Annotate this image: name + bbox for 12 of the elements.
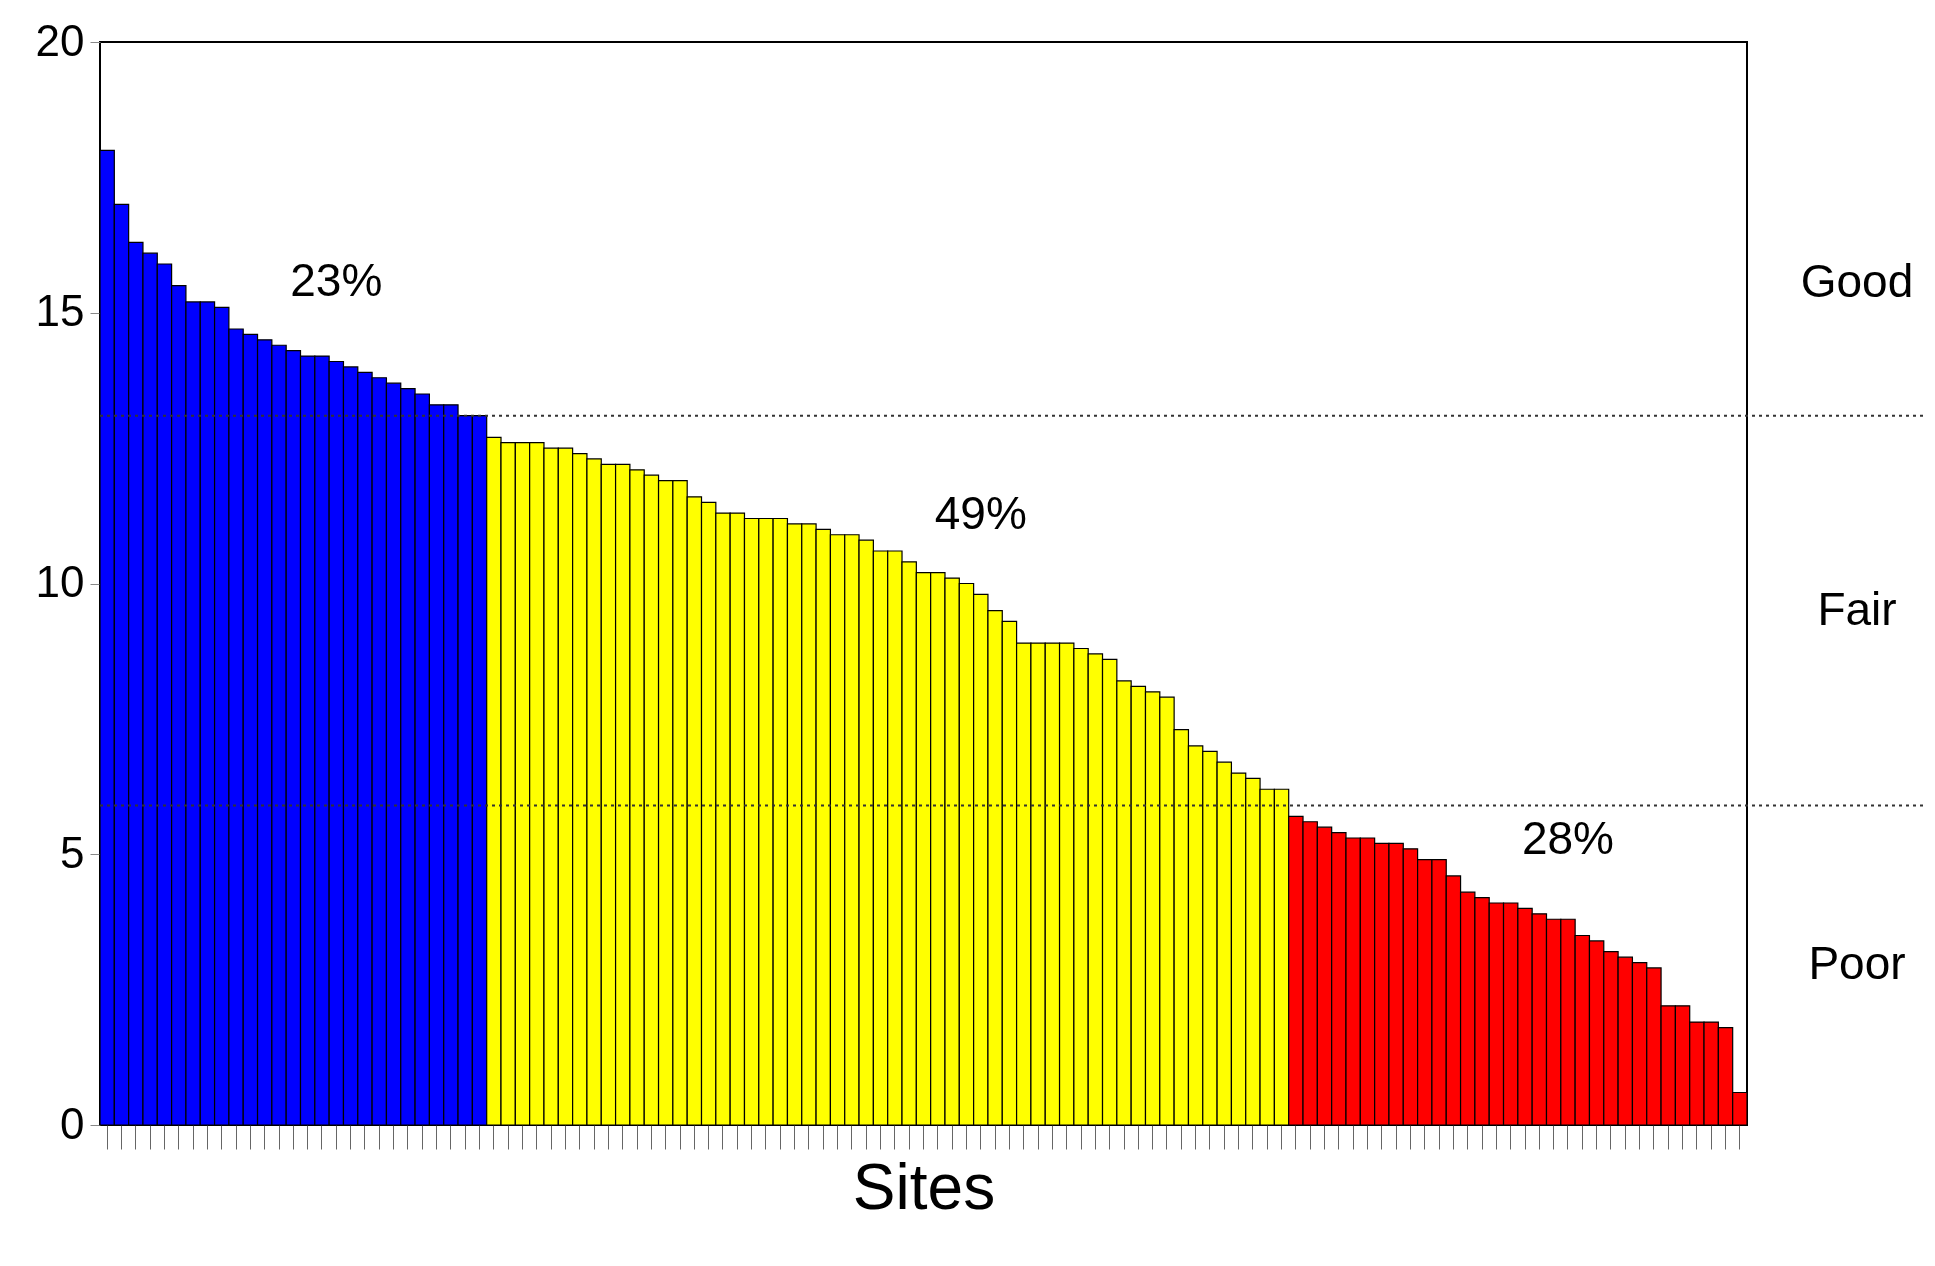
annotation: 28% — [1521, 812, 1615, 865]
annotation: 23% — [290, 254, 383, 307]
text: Fair — [1817, 582, 1897, 635]
y-tick-label: 0 — [60, 1098, 85, 1148]
y-tick-label: 10 — [35, 557, 85, 606]
text: Poor — [1808, 937, 1906, 990]
annotation: 49% — [934, 487, 1027, 540]
y-tick-label: 20 — [35, 15, 85, 65]
y-tick-label: 15 — [35, 286, 85, 336]
text: Good — [1800, 254, 1914, 307]
x-axis-title: Sites — [852, 1151, 996, 1223]
y-tick-label: 5 — [60, 827, 85, 877]
